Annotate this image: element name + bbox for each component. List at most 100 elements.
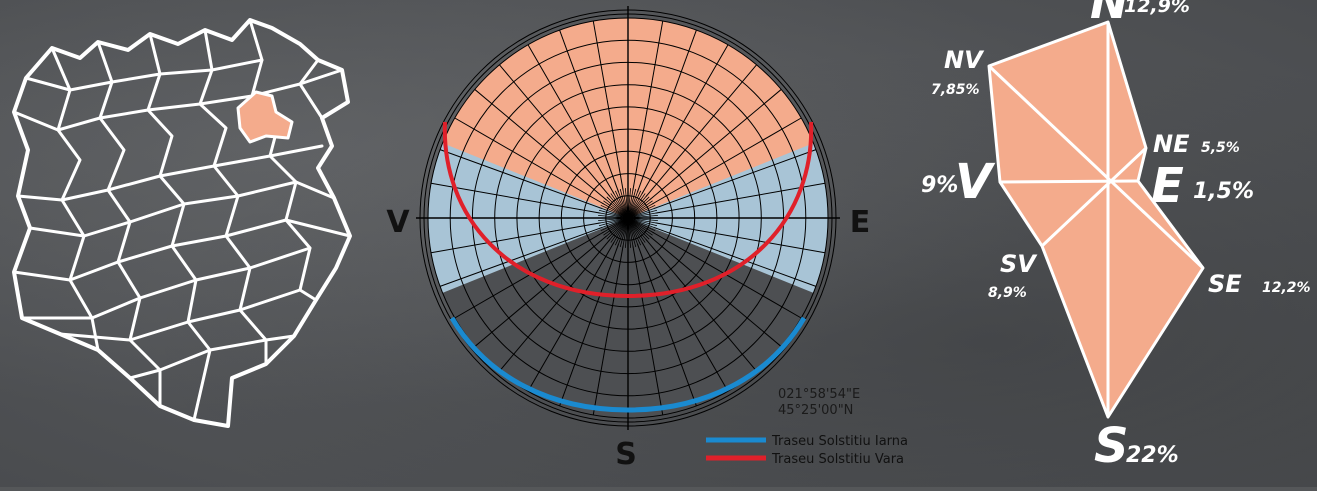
grid-center-line — [619, 217, 629, 248]
map-subdivisions — [12, 18, 352, 422]
grid-center-line — [617, 217, 629, 247]
grid-spoke — [559, 244, 619, 407]
grid-center-line — [600, 204, 629, 219]
grid-center-line — [598, 217, 629, 224]
grid-spoke — [637, 29, 697, 192]
wind-pct-v: 9% — [921, 173, 958, 198]
summer-solstice-path — [442, 121, 814, 299]
grid-center-line — [627, 194, 648, 219]
grid-spoke — [655, 222, 826, 254]
grid-center-line — [610, 217, 629, 243]
grid-center-line — [604, 217, 629, 238]
grid-center-line — [627, 196, 650, 219]
wind-rose-spokes — [987, 22, 1205, 417]
south-label: S — [615, 437, 637, 472]
grid-spoke — [654, 227, 817, 287]
grid-center-line — [627, 202, 655, 219]
grid-center-line — [627, 212, 658, 219]
grid-center-line — [627, 217, 658, 224]
grid-center-line — [627, 189, 639, 219]
wind-dir-v: V — [955, 154, 996, 210]
grid-spoke — [637, 244, 697, 407]
wind-pct-nv: 7,85% — [931, 82, 980, 98]
east-label: E — [850, 205, 871, 240]
grid-spoke — [645, 239, 757, 372]
longitude-label: 021°58'54"E — [778, 387, 860, 402]
grid-spoke — [430, 182, 601, 214]
winter-solstice-path — [449, 316, 807, 413]
wind-dir-n: N — [1090, 0, 1129, 29]
grid-center-line — [599, 207, 629, 219]
grid-spoke — [454, 117, 605, 205]
west-label: V — [386, 205, 410, 240]
grid-spoke — [651, 117, 802, 205]
legend-label-summer: Traseu Solstitiu Vara — [771, 452, 904, 467]
grid-center-line — [627, 217, 648, 242]
grid-center-line — [614, 190, 629, 219]
grid-spoke — [655, 182, 826, 214]
grid-center-line — [622, 188, 629, 219]
grid-center-line — [612, 217, 629, 245]
grid-center-line — [598, 209, 629, 219]
grid-center-line — [627, 217, 634, 248]
grid-spoke — [654, 149, 817, 209]
grid-spoke — [641, 44, 729, 195]
grid-center-line — [627, 193, 646, 219]
grid-center-line — [627, 217, 656, 232]
grid-center-line — [627, 207, 657, 219]
grid-center-line — [619, 188, 629, 219]
map-outline — [12, 18, 352, 428]
grid-spoke — [649, 89, 782, 201]
grid-center-line — [606, 196, 629, 219]
grid-spoke — [439, 227, 602, 287]
grid-center-line — [627, 217, 644, 245]
grid-center-line — [603, 200, 629, 219]
map-highlight — [236, 90, 294, 144]
grid-center-line — [627, 209, 658, 219]
grid-center-line — [627, 217, 657, 229]
sky-grid — [416, 6, 840, 430]
wind-dir-nv: NV — [944, 46, 985, 74]
grid-center-line — [627, 217, 653, 236]
grid-center-line — [627, 217, 639, 247]
grid-center-line — [627, 188, 634, 219]
grid-center-line — [627, 217, 646, 243]
grid-center-line — [614, 217, 629, 246]
grid-center-line — [622, 217, 629, 248]
wind-pct-sv: 8,9% — [988, 285, 1027, 301]
grid-center-line — [603, 217, 629, 236]
grid-center-line — [601, 217, 629, 234]
grid-spoke — [474, 89, 607, 201]
grid-spoke — [499, 64, 611, 197]
grid-center-line — [627, 204, 656, 219]
grid-center-line — [608, 217, 629, 242]
wind-pct-ne: 5,5% — [1201, 140, 1240, 156]
grid-center-line — [627, 217, 658, 227]
wind-dir-sv: SV — [1000, 250, 1038, 278]
grid-spoke — [439, 149, 602, 209]
grid-center-line — [610, 193, 629, 219]
grid-center-line — [627, 217, 642, 246]
grid-spoke — [592, 20, 624, 191]
grid-center-line — [627, 198, 652, 219]
wind-dir-ne: NE — [1153, 130, 1190, 158]
grid-center-line — [598, 212, 629, 219]
grid-center-line — [601, 202, 629, 219]
grid-spoke — [649, 235, 782, 347]
wind-dir-se: SE — [1208, 270, 1242, 298]
grid-spoke — [632, 245, 664, 416]
grid-center-line — [627, 200, 653, 219]
wind-pct-s: 22% — [1126, 443, 1179, 468]
wind-pct-se: 12,2% — [1262, 280, 1311, 296]
grid-center-line — [599, 217, 629, 229]
wind-rose-polygon — [987, 20, 1205, 419]
region-map — [12, 18, 352, 428]
grid-spoke — [430, 222, 601, 254]
grid-center-line — [627, 188, 637, 219]
grid-center-line — [627, 191, 644, 219]
grid-center-line — [600, 217, 629, 232]
grid-spoke — [499, 239, 611, 372]
grid-center-line — [617, 189, 629, 219]
grid-spoke — [527, 241, 615, 392]
grid-spoke — [632, 20, 664, 191]
